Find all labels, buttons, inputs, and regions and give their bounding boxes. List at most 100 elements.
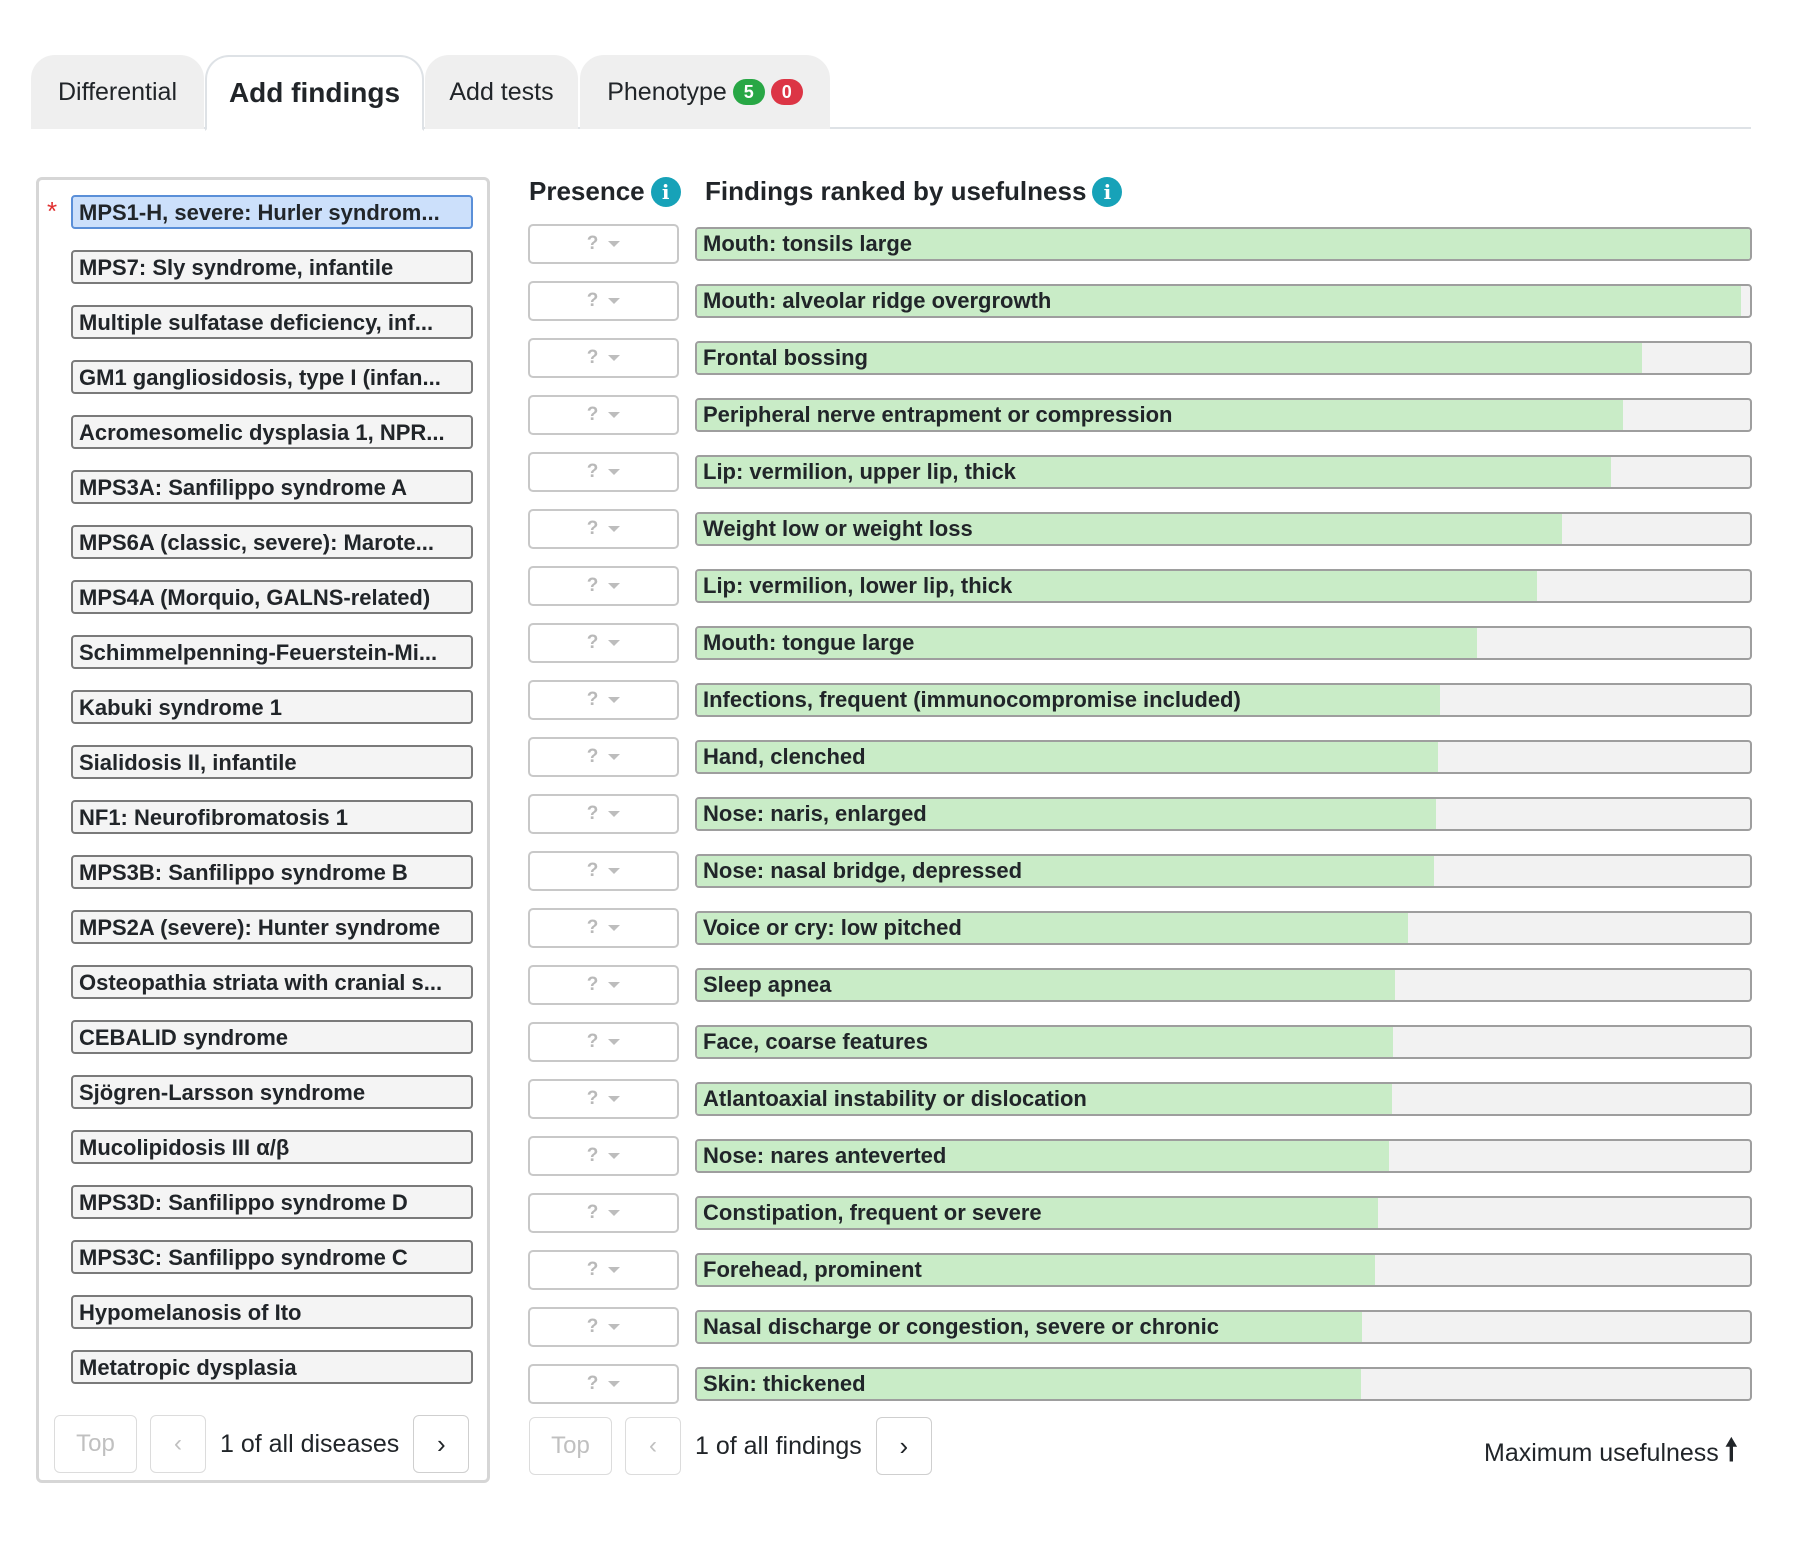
tab-differential[interactable]: Differential xyxy=(31,55,204,129)
disease-pager-label: 1 of all diseases xyxy=(220,1429,400,1458)
disease-button[interactable]: MPS1-H, severe: Hurler syndrom... xyxy=(71,195,473,229)
finding-button[interactable]: Lip: vermilion, upper lip, thick xyxy=(695,455,1752,489)
usefulness-bar xyxy=(697,343,1642,373)
findings-top-button[interactable]: Top xyxy=(529,1417,612,1475)
presence-select[interactable]: ? xyxy=(528,737,679,777)
presence-select[interactable]: ? xyxy=(528,566,679,606)
usefulness-bar xyxy=(697,1141,1389,1171)
presence-select[interactable]: ? xyxy=(528,1079,679,1119)
presence-select[interactable]: ? xyxy=(528,1022,679,1062)
tab-phenotype[interactable]: Phenotype 5 0 xyxy=(580,55,830,129)
usefulness-bar xyxy=(697,628,1478,658)
finding-label: Mouth: tonsils large xyxy=(703,231,912,256)
finding-button[interactable]: Mouth: tonsils large xyxy=(695,227,1752,261)
finding-button[interactable]: Lip: vermilion, lower lip, thick xyxy=(695,569,1752,603)
disease-button[interactable]: MPS3D: Sanfilippo syndrome D xyxy=(71,1185,473,1219)
finding-button[interactable]: Nose: nasal bridge, depressed xyxy=(695,854,1752,888)
disease-button[interactable]: MPS2A (severe): Hunter syndrome xyxy=(71,910,473,944)
presence-select[interactable]: ? xyxy=(528,623,679,663)
disease-button[interactable]: MPS3A: Sanfilippo syndrome A xyxy=(71,470,473,504)
caret-down-icon xyxy=(608,868,621,874)
finding-button[interactable]: Infections, frequent (immunocompromise i… xyxy=(695,683,1752,717)
usefulness-bar xyxy=(697,799,1437,829)
present-count-badge: 5 xyxy=(732,79,765,105)
finding-row: ? Lip: vermilion, lower lip, thick xyxy=(528,566,1752,623)
tab-add-findings[interactable]: Add findings xyxy=(205,55,424,131)
findings-prev-button[interactable]: ‹ xyxy=(625,1417,681,1475)
finding-button[interactable]: Constipation, frequent or severe xyxy=(695,1196,1752,1230)
finding-button[interactable]: Frontal bossing xyxy=(695,341,1752,375)
disease-button[interactable]: Hypomelanosis of Ito xyxy=(71,1295,473,1329)
disease-button[interactable]: Schimmelpenning-Feuerstein-Mi... xyxy=(71,635,473,669)
disease-button[interactable]: Sialidosis II, infantile xyxy=(71,745,473,779)
presence-select[interactable]: ? xyxy=(528,224,679,264)
presence-select[interactable]: ? xyxy=(528,452,679,492)
finding-button[interactable]: Nose: nares anteverted xyxy=(695,1139,1752,1173)
disease-button[interactable]: NF1: Neurofibromatosis 1 xyxy=(71,800,473,834)
disease-button[interactable]: MPS3C: Sanfilippo syndrome C xyxy=(71,1240,473,1274)
presence-select[interactable]: ? xyxy=(528,965,679,1005)
presence-select[interactable]: ? xyxy=(528,1193,679,1233)
list-item: CEBALID syndrome xyxy=(39,1017,487,1072)
usefulness-bar xyxy=(697,1255,1376,1285)
presence-select[interactable]: ? xyxy=(528,509,679,549)
finding-button[interactable]: Hand, clenched xyxy=(695,740,1752,774)
disease-next-button[interactable]: › xyxy=(413,1415,470,1473)
presence-select[interactable]: ? xyxy=(528,680,679,720)
presence-value: ? xyxy=(586,1316,599,1337)
presence-select[interactable]: ? xyxy=(528,338,679,378)
finding-label: Lip: vermilion, upper lip, thick xyxy=(703,459,1016,484)
max-usefulness-label: Maximum usefulness xyxy=(1484,1439,1719,1467)
disease-button[interactable]: Sjögren-Larsson syndrome xyxy=(71,1075,473,1109)
finding-button[interactable]: Skin: thickened xyxy=(695,1367,1752,1401)
chevron-right-icon: › xyxy=(436,1428,446,1459)
presence-info-icon[interactable]: i xyxy=(650,176,681,207)
list-item: Hypomelanosis of Ito xyxy=(39,1292,487,1347)
presence-select[interactable]: ? xyxy=(528,1136,679,1176)
disease-button[interactable]: Acromesomelic dysplasia 1, NPR... xyxy=(71,415,473,449)
finding-button[interactable]: Nasal discharge or congestion, severe or… xyxy=(695,1310,1752,1344)
arrow-up-icon: 🠕 xyxy=(1724,1434,1738,1467)
findings-info-icon[interactable]: i xyxy=(1092,176,1123,207)
max-usefulness-sort[interactable]: Maximum usefulness 🠕 xyxy=(1484,1428,1738,1479)
presence-select[interactable]: ? xyxy=(528,1364,679,1404)
disease-button[interactable]: Multiple sulfatase deficiency, inf... xyxy=(71,305,473,339)
presence-select[interactable]: ? xyxy=(528,1250,679,1290)
usefulness-bar xyxy=(697,685,1441,715)
disease-button[interactable]: Osteopathia striata with cranial s... xyxy=(71,965,473,999)
disease-button[interactable]: MPS4A (Morquio, GALNS-related) xyxy=(71,580,473,614)
disease-button[interactable]: Kabuki syndrome 1 xyxy=(71,690,473,724)
finding-button[interactable]: Weight low or weight loss xyxy=(695,512,1752,546)
disease-button[interactable]: MPS3B: Sanfilippo syndrome B xyxy=(71,855,473,889)
finding-button[interactable]: Voice or cry: low pitched xyxy=(695,911,1752,945)
presence-select[interactable]: ? xyxy=(528,1307,679,1347)
presence-select[interactable]: ? xyxy=(528,395,679,435)
tab-add-tests[interactable]: Add tests xyxy=(425,55,578,129)
presence-select[interactable]: ? xyxy=(528,851,679,891)
disease-button[interactable]: MPS7: Sly syndrome, infantile xyxy=(71,250,473,284)
finding-row: ? Frontal bossing xyxy=(528,338,1752,395)
finding-button[interactable]: Peripheral nerve entrapment or compressi… xyxy=(695,398,1752,432)
finding-button[interactable]: Forehead, prominent xyxy=(695,1253,1752,1287)
disease-button[interactable]: GM1 gangliosidosis, type I (infan... xyxy=(71,360,473,394)
disease-button[interactable]: Metatropic dysplasia xyxy=(71,1350,473,1384)
presence-select[interactable]: ? xyxy=(528,794,679,834)
finding-button[interactable]: Nose: naris, enlarged xyxy=(695,797,1752,831)
presence-select[interactable]: ? xyxy=(528,281,679,321)
disease-button[interactable]: CEBALID syndrome xyxy=(71,1020,473,1054)
finding-label: Lip: vermilion, lower lip, thick xyxy=(703,573,1013,598)
disease-pager: Top ‹ 1 of all diseases › xyxy=(54,1415,470,1473)
disease-top-button[interactable]: Top xyxy=(54,1415,137,1473)
finding-row: ? Skin: thickened xyxy=(528,1364,1752,1421)
finding-button[interactable]: Atlantoaxial instability or dislocation xyxy=(695,1082,1752,1116)
findings-next-button[interactable]: › xyxy=(875,1417,932,1475)
finding-button[interactable]: Mouth: alveolar ridge overgrowth xyxy=(695,284,1752,318)
finding-button[interactable]: Face, coarse features xyxy=(695,1025,1752,1059)
disease-button[interactable]: MPS6A (classic, severe): Marote... xyxy=(71,525,473,559)
finding-button[interactable]: Mouth: tongue large xyxy=(695,626,1752,660)
presence-select[interactable]: ? xyxy=(528,908,679,948)
disease-prev-button[interactable]: ‹ xyxy=(150,1415,206,1473)
disease-button[interactable]: Mucolipidosis III α/β xyxy=(71,1130,473,1164)
caret-down-icon xyxy=(608,1096,621,1102)
finding-button[interactable]: Sleep apnea xyxy=(695,968,1752,1002)
